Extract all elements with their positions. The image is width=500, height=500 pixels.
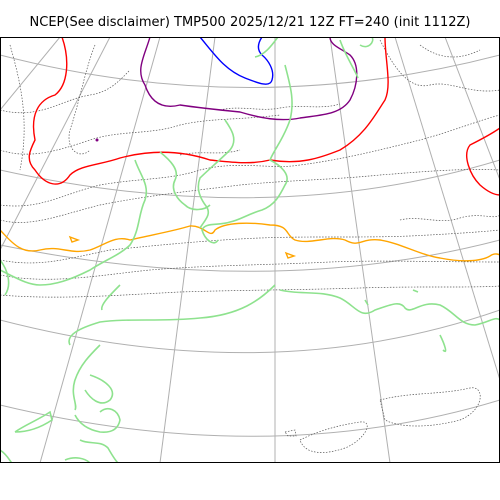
map-title: NCEP(See disclaimer) TMP500 2025/12/21 1… [29, 15, 471, 30]
orange-contours [0, 222, 500, 262]
coastlines [0, 37, 500, 463]
map-border [0, 37, 500, 463]
station-dot [95, 138, 99, 142]
red-contours [28, 37, 500, 196]
purple-contour [140, 37, 358, 121]
thin-contours [0, 39, 500, 453]
latitude-lines [0, 54, 500, 437]
blue-contour [199, 37, 274, 85]
